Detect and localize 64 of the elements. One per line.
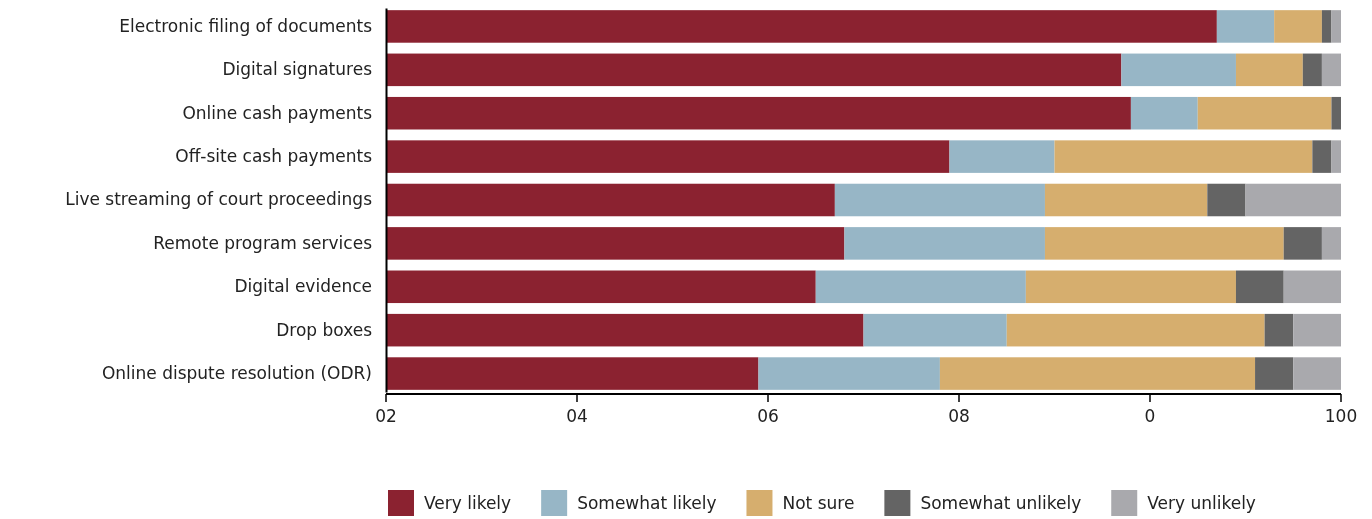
bar bbox=[1235, 53, 1303, 87]
bar bbox=[1293, 313, 1341, 347]
bar bbox=[949, 140, 1055, 173]
bar bbox=[386, 53, 1122, 87]
text: 08 bbox=[948, 406, 970, 426]
bar bbox=[863, 313, 1007, 347]
bar bbox=[1255, 357, 1294, 390]
bar bbox=[1044, 183, 1208, 217]
text: 06 bbox=[757, 406, 779, 426]
bar bbox=[1321, 10, 1332, 43]
bar bbox=[1283, 270, 1341, 304]
y-tick-label: Online cash payments bbox=[182, 102, 373, 123]
legend-label: Somewhat likely bbox=[577, 493, 717, 513]
bar bbox=[386, 140, 950, 173]
bar bbox=[1312, 140, 1332, 173]
y-tick-label: Drop boxes bbox=[276, 319, 373, 340]
text: 04 bbox=[566, 406, 588, 426]
bar bbox=[1302, 53, 1322, 87]
y-tick-label: Digital evidence bbox=[234, 276, 372, 297]
legend-label: Very likely bbox=[424, 493, 512, 513]
bar bbox=[1054, 140, 1313, 173]
bar bbox=[1245, 183, 1341, 217]
y-tick-label: Online dispute resolution (ODR) bbox=[101, 363, 372, 383]
bar bbox=[1283, 227, 1322, 260]
y-tick-label: Off-site cash payments bbox=[175, 146, 373, 167]
bar bbox=[1121, 53, 1236, 87]
bar bbox=[758, 357, 940, 390]
bar bbox=[1331, 140, 1341, 173]
bar bbox=[386, 313, 864, 347]
bar bbox=[1321, 53, 1341, 87]
bar bbox=[1006, 313, 1265, 347]
bar bbox=[1264, 313, 1294, 347]
bar bbox=[834, 183, 1045, 217]
bar bbox=[386, 227, 845, 260]
bar bbox=[815, 270, 1026, 304]
bar bbox=[1331, 96, 1341, 130]
bar bbox=[1130, 96, 1198, 130]
text: 02 bbox=[375, 406, 397, 426]
bar bbox=[386, 357, 759, 390]
bar bbox=[1216, 10, 1275, 43]
bar bbox=[386, 270, 816, 304]
legend-label: Somewhat unlikely bbox=[920, 493, 1082, 513]
legend-label: Not sure bbox=[782, 493, 855, 513]
text: 0 bbox=[1144, 406, 1156, 426]
bar bbox=[386, 183, 835, 217]
bar bbox=[1197, 96, 1332, 130]
bar bbox=[386, 10, 1217, 43]
bar bbox=[1207, 183, 1246, 217]
y-tick-label: Live streaming of court proceedings bbox=[65, 189, 373, 210]
bar bbox=[1321, 227, 1341, 260]
bar bbox=[1331, 10, 1341, 43]
bar bbox=[386, 96, 1131, 130]
y-tick-label: Digital signatures bbox=[222, 59, 373, 80]
legend-label: Very unlikely bbox=[1147, 493, 1256, 513]
bar bbox=[1293, 357, 1341, 390]
bar bbox=[1235, 270, 1284, 304]
bar bbox=[1274, 10, 1322, 43]
bar bbox=[939, 357, 1256, 390]
text: 100 bbox=[1324, 406, 1358, 426]
bar bbox=[1025, 270, 1236, 304]
y-tick-label: Electronic filing of documents bbox=[119, 15, 373, 36]
bar bbox=[1044, 227, 1284, 260]
bar bbox=[844, 227, 1045, 260]
y-tick-label: Remote program services bbox=[153, 232, 373, 253]
